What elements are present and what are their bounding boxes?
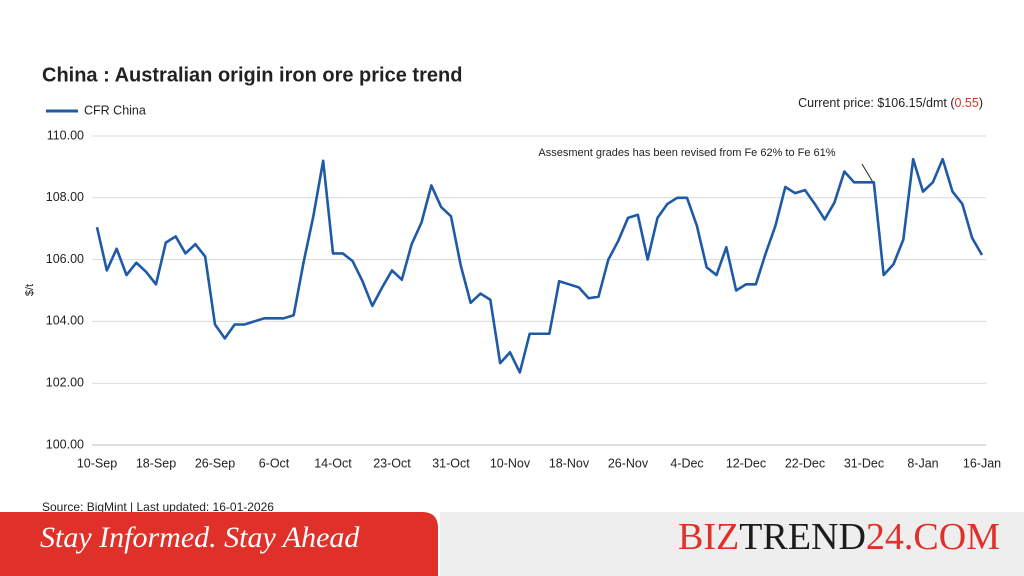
x-tick-label: 12-Dec	[726, 456, 766, 470]
banner-bg	[440, 512, 1024, 576]
brand-part: 24.COM	[866, 516, 1000, 558]
x-tick-label: 31-Oct	[432, 456, 470, 470]
line-series	[95, 157, 984, 374]
banner-ribbon	[0, 512, 438, 576]
x-tick-label: 4-Dec	[670, 456, 703, 470]
y-tick-label: 106.00	[46, 252, 84, 266]
current-price-prefix: Current price: $106.15/dmt (	[798, 96, 955, 110]
chart-title: China : Australian origin iron ore price…	[42, 64, 462, 86]
brand-part: BIZ	[678, 516, 739, 558]
brand-part: TREND	[739, 516, 866, 558]
brand: BIZTREND24.COM	[678, 516, 1000, 558]
x-tick-label: 18-Sep	[136, 456, 176, 470]
y-tick-label: 110.00	[47, 128, 84, 142]
annotation: Assesment grades has been revised from F…	[538, 147, 835, 159]
x-tick-label: 31-Dec	[844, 456, 884, 470]
current-price-suffix: )	[979, 96, 983, 110]
y-tick-label: 102.00	[46, 375, 84, 389]
tagline: Stay Informed. Stay Ahead	[40, 521, 360, 554]
source: Source: BigMint | Last updated: 16-01-20…	[42, 500, 274, 514]
x-tick-label: 26-Sep	[195, 456, 235, 470]
x-tick-label: 8-Jan	[907, 456, 938, 470]
x-tick-label: 10-Nov	[490, 456, 531, 470]
x-tick-label: 23-Oct	[373, 456, 411, 470]
x-tick-label: 22-Dec	[785, 456, 825, 470]
y-axis-label: $/t	[24, 284, 36, 296]
x-tick-label: 16-Jan	[963, 456, 1001, 470]
x-tick-label: 26-Nov	[608, 456, 649, 470]
y-tick-label: 100.00	[46, 437, 84, 451]
x-tick-label: 10-Sep	[77, 456, 117, 470]
y-tick-label: 108.00	[46, 190, 84, 204]
annotation-pointer	[861, 163, 875, 185]
x-tick-label: 18-Nov	[549, 456, 590, 470]
x-tick-label: 6-Oct	[259, 456, 290, 470]
current-price-change: 0.55	[954, 96, 978, 110]
y-tick-label: 104.00	[46, 314, 84, 328]
current-price: Current price: $106.15/dmt (0.55)	[798, 96, 983, 110]
x-tick-label: 14-Oct	[314, 456, 352, 470]
legend-label: CFR China	[84, 103, 146, 117]
plot: 100.00 102.00 104.00 106.00 108.00 110.00 10-S…	[46, 103, 1001, 470]
